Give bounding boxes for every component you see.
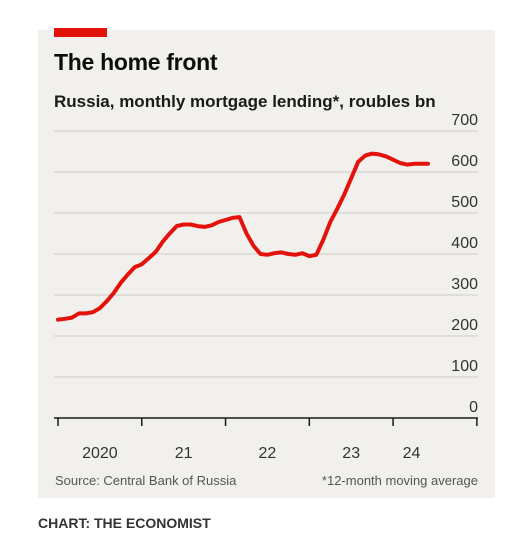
x-tick-label: 2020 xyxy=(82,445,118,462)
series-layer xyxy=(56,151,430,322)
x-tick-label: 23 xyxy=(342,445,360,462)
source-note: Source: Central Bank of Russia xyxy=(55,473,237,488)
y-tick-label: 200 xyxy=(451,317,478,334)
y-tick-label: 700 xyxy=(451,112,478,129)
y-tick-label: 100 xyxy=(451,358,478,375)
gridlines xyxy=(54,130,478,419)
x-axis: 2020 21 22 23 24 xyxy=(57,418,478,462)
x-tick-label: 24 xyxy=(403,445,421,462)
series-line-mortgage-lending xyxy=(56,151,430,322)
y-tick-label: 500 xyxy=(451,194,478,211)
chart-credit: CHART: THE ECONOMIST xyxy=(38,515,211,531)
chart-panel xyxy=(38,30,495,498)
x-tick-label: 22 xyxy=(259,445,277,462)
y-axis-tick-labels: 0 100 200 300 400 500 600 700 xyxy=(451,112,478,416)
chart-subtitle: Russia, monthly mortgage lending*, roubl… xyxy=(54,92,436,111)
y-tick-label: 400 xyxy=(451,235,478,252)
x-tick-label: 21 xyxy=(175,445,193,462)
accent-tag xyxy=(54,28,107,37)
y-tick-label: 600 xyxy=(451,153,478,170)
chart-title: The home front xyxy=(54,49,218,75)
footnote: *12-month moving average xyxy=(321,473,478,488)
y-tick-label: 300 xyxy=(451,276,478,293)
y-tick-label: 0 xyxy=(469,399,478,416)
